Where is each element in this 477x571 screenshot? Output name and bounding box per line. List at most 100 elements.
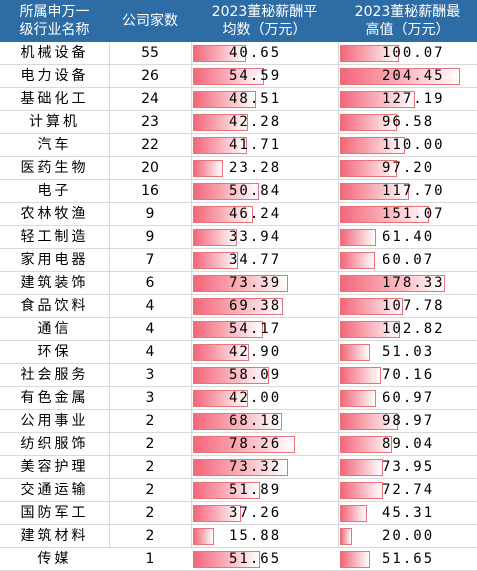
max-cell: 60.07 — [338, 249, 477, 271]
table-row: 社会服务 3 58.09 70.16 — [0, 364, 477, 387]
max-value-label: 72.74 — [382, 482, 435, 498]
avg-cell: 58.09 — [191, 364, 338, 386]
industry-cell: 电子 — [37, 183, 72, 199]
table-row: 农林牧渔 9 46.24 151.07 — [0, 203, 477, 226]
industry-cell: 纺织服饰 — [20, 436, 89, 452]
avg-cell: 23.28 — [191, 157, 338, 179]
count-cell: 2 — [145, 436, 155, 452]
table-row: 建筑材料 2 15.88 20.00 — [0, 525, 477, 548]
max-cell: 110.00 — [338, 134, 477, 156]
count-cell: 3 — [145, 390, 155, 406]
industry-cell: 家用电器 — [20, 252, 89, 268]
max-data-bar — [340, 137, 405, 154]
header-avg-line1: 2023董秘薪酬平 — [211, 4, 318, 20]
table-row: 食品饮料 4 69.38 107.78 — [0, 295, 477, 318]
max-cell: 97.20 — [338, 157, 477, 179]
avg-value-label: 15.88 — [229, 528, 282, 544]
max-cell: 107.78 — [338, 295, 477, 317]
table-row: 汽车 22 41.71 110.00 — [0, 134, 477, 157]
avg-cell: 42.28 — [191, 111, 338, 133]
max-value-label: 178.33 — [382, 275, 445, 291]
count-cell: 2 — [145, 482, 155, 498]
table-row: 建筑装饰 6 73.39 178.33 — [0, 272, 477, 295]
max-data-bar — [340, 528, 352, 545]
industry-cell: 公用事业 — [20, 413, 89, 429]
avg-value-label: 69.38 — [229, 298, 282, 314]
max-cell: 204.45 — [338, 65, 477, 87]
max-value-label: 89.04 — [382, 436, 435, 452]
max-value-label: 45.31 — [382, 505, 435, 521]
avg-data-bar — [193, 367, 269, 384]
max-data-bar — [340, 390, 376, 407]
avg-value-label: 34.77 — [229, 252, 282, 268]
column-divider — [109, 42, 110, 547]
avg-data-bar — [193, 321, 264, 338]
count-cell: 2 — [145, 413, 155, 429]
max-cell: 45.31 — [338, 502, 477, 524]
max-value-label: 100.07 — [382, 45, 445, 61]
industry-cell: 轻工制造 — [20, 229, 89, 245]
max-cell: 178.33 — [338, 272, 477, 294]
industry-cell: 美容护理 — [20, 459, 89, 475]
max-value-label: 204.45 — [382, 68, 445, 84]
avg-cell: 48.51 — [191, 88, 338, 110]
table-row: 计算机 23 42.28 96.58 — [0, 111, 477, 134]
column-divider — [338, 42, 339, 547]
max-value-label: 96.58 — [382, 114, 435, 130]
avg-data-bar — [193, 183, 260, 200]
max-cell: 100.07 — [338, 42, 477, 64]
max-data-bar — [340, 459, 384, 476]
table-row: 环保 4 42.90 51.03 — [0, 341, 477, 364]
avg-cell: 15.88 — [191, 525, 338, 547]
avg-value-label: 51.65 — [229, 551, 282, 567]
count-cell: 2 — [145, 505, 155, 521]
table-row: 公用事业 2 68.18 98.97 — [0, 410, 477, 433]
avg-cell: 42.90 — [191, 341, 338, 363]
header-count: 公司家数 — [109, 0, 191, 42]
count-cell: 4 — [145, 298, 155, 314]
max-data-bar — [340, 436, 393, 453]
max-value-label: 20.00 — [382, 528, 435, 544]
table-row: 有色金属 3 42.00 60.97 — [0, 387, 477, 410]
count-cell: 9 — [145, 229, 155, 245]
header-max: 2023董秘薪酬最 高值（万元） — [338, 0, 477, 42]
avg-cell: 54.17 — [191, 318, 338, 340]
avg-data-bar — [193, 114, 248, 131]
industry-cell: 基础化工 — [20, 91, 89, 107]
max-data-bar — [340, 252, 376, 269]
avg-value-label: 42.28 — [229, 114, 282, 130]
max-cell: 60.97 — [338, 387, 477, 409]
max-data-bar — [340, 321, 401, 338]
avg-value-label: 42.00 — [229, 390, 282, 406]
avg-data-bar — [193, 528, 214, 545]
max-value-label: 127.19 — [382, 91, 445, 107]
avg-data-bar — [193, 68, 264, 85]
avg-value-label: 78.26 — [229, 436, 282, 452]
avg-value-label: 48.51 — [229, 91, 282, 107]
avg-data-bar — [193, 229, 238, 246]
industry-cell: 医药生物 — [20, 160, 89, 176]
max-data-bar — [340, 91, 415, 108]
avg-data-bar — [193, 436, 295, 453]
avg-data-bar — [193, 252, 239, 269]
max-cell: 51.65 — [338, 548, 477, 570]
avg-data-bar — [193, 344, 249, 361]
industry-cell: 农林牧渔 — [20, 206, 89, 222]
avg-data-bar — [193, 390, 248, 407]
max-value-label: 151.07 — [382, 206, 445, 222]
count-cell: 9 — [145, 206, 155, 222]
max-value-label: 117.70 — [382, 183, 445, 199]
industry-cell: 汽车 — [37, 137, 72, 153]
max-cell: 61.40 — [338, 226, 477, 248]
avg-value-label: 40.65 — [229, 45, 282, 61]
count-cell: 4 — [145, 321, 155, 337]
industry-cell: 交通运输 — [20, 482, 89, 498]
max-cell: 96.58 — [338, 111, 477, 133]
avg-cell: 40.65 — [191, 42, 338, 64]
avg-value-label: 41.71 — [229, 137, 282, 153]
max-data-bar — [340, 114, 397, 131]
avg-cell: 34.77 — [191, 249, 338, 271]
avg-value-label: 73.32 — [229, 459, 282, 475]
max-cell: 72.74 — [338, 479, 477, 501]
